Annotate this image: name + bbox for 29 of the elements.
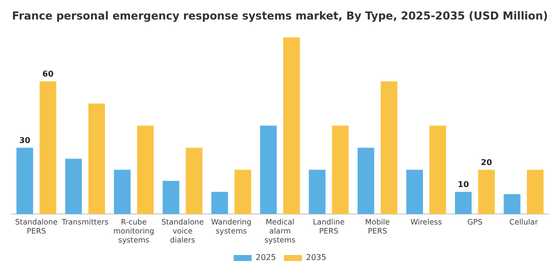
bar <box>332 126 349 214</box>
bar <box>211 192 228 214</box>
bar <box>504 194 520 214</box>
data-label: 20 <box>480 158 492 167</box>
bar <box>358 148 374 214</box>
legend-label: 2035 <box>306 253 326 262</box>
legend-label: 2025 <box>256 253 276 262</box>
bar <box>260 126 277 214</box>
bar <box>16 148 34 214</box>
bar <box>380 81 398 214</box>
data-label: 10 <box>458 180 470 189</box>
bar <box>137 126 154 214</box>
bar <box>283 37 300 214</box>
bar <box>406 170 423 214</box>
bar <box>186 148 202 214</box>
chart-title: France personal emergency response systems market, By Type, 2025-2035 (USD Million) <box>12 9 548 22</box>
bar <box>162 180 180 214</box>
bar <box>308 170 326 214</box>
bar <box>88 104 105 214</box>
bar <box>455 192 472 214</box>
bar <box>40 81 56 214</box>
bar <box>429 126 446 214</box>
data-label: 30 <box>19 136 31 145</box>
bar <box>478 170 495 214</box>
bar <box>65 158 82 214</box>
bar <box>526 170 544 214</box>
bar <box>234 170 252 214</box>
data-label: 60 <box>42 69 54 78</box>
bar <box>114 170 131 214</box>
